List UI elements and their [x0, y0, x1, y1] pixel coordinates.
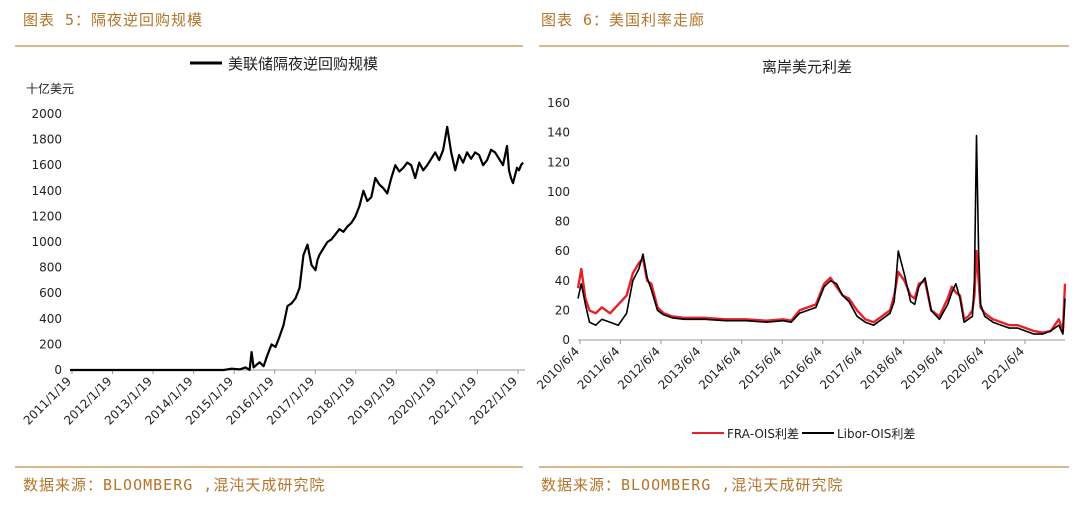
left-legend-label: 美联储隔夜逆回购规模 — [228, 55, 378, 73]
left-top-rule — [15, 45, 523, 47]
right-chart: 离岸美元利差 0 20 40 60 80 100 120 140 160 2010/6/42011… — [534, 58, 1067, 441]
right-xtick-label: 2015/6/4 — [736, 344, 784, 392]
right-ytick-label: 120 — [547, 155, 570, 169]
right-xtick-label: 2011/6/4 — [575, 344, 623, 392]
right-xtick-label: 2017/6/4 — [817, 344, 865, 392]
left-chart: 0200400600800100012001400160018002000201… — [21, 55, 525, 428]
right-ytick-label: 60 — [555, 244, 570, 258]
right-ytick-label: 140 — [547, 126, 570, 140]
left-ytick-label: 1200 — [31, 209, 62, 223]
left-ytick-label: 200 — [39, 337, 62, 351]
right-chart-title: 离岸美元利差 — [762, 58, 852, 76]
left-ytick-label: 1000 — [31, 235, 62, 249]
left-ytick-label: 400 — [39, 312, 62, 326]
right-xtick-label: 2014/6/4 — [696, 344, 744, 392]
right-ytick-label: 20 — [555, 303, 570, 317]
left-ytick-label: 1800 — [31, 133, 62, 147]
right-xtick-label: 2018/6/4 — [858, 344, 906, 392]
right-ytick-label: 100 — [547, 185, 570, 199]
legend-label-libor-ois: Libor-OIS利差 — [837, 427, 915, 441]
right-xtick-label: 2019/6/4 — [898, 344, 946, 392]
left-panel-title: 图表 5：隔夜逆回购规模 — [23, 11, 204, 29]
right-series-line-1 — [577, 134, 1066, 335]
right-axes: 0204060801001201401602010/6/42011/6/4201… — [534, 96, 1065, 392]
right-xtick-label: 2021/6/4 — [979, 344, 1027, 392]
left-legend: 美联储隔夜逆回购规模 — [190, 55, 378, 73]
right-ytick-label: 40 — [555, 274, 570, 288]
right-source: 数据来源：BLOOMBERG ,混沌天成研究院 — [541, 476, 844, 494]
left-series-line-0 — [70, 125, 524, 372]
left-bottom-rule — [15, 466, 523, 468]
right-ytick-label: 160 — [547, 96, 570, 110]
left-ytick-label: 1600 — [31, 158, 62, 172]
left-ylabel: 十亿美元 — [26, 81, 74, 96]
right-legend: FRA-OIS利差 Libor-OIS利差 — [692, 427, 915, 441]
left-ytick-label: 0 — [54, 363, 62, 377]
right-top-rule — [539, 45, 1069, 47]
left-axes: 0200400600800100012001400160018002000201… — [21, 107, 525, 428]
right-xtick-label: 2013/6/4 — [655, 344, 703, 392]
left-ytick-label: 2000 — [31, 107, 62, 121]
left-series — [70, 125, 524, 372]
left-ytick-label: 600 — [39, 286, 62, 300]
legend-label-fra-ois: FRA-OIS利差 — [727, 427, 799, 441]
right-xtick-label: 2020/6/4 — [939, 344, 987, 392]
left-ytick-label: 800 — [39, 261, 62, 275]
left-source: 数据来源：BLOOMBERG ,混沌天成研究院 — [23, 476, 326, 494]
right-xtick-label: 2010/6/4 — [534, 344, 582, 392]
right-series — [576, 134, 1067, 335]
right-bottom-rule — [539, 466, 1069, 468]
right-xtick-label: 2012/6/4 — [615, 344, 663, 392]
right-ytick-label: 0 — [562, 333, 570, 347]
right-xtick-label: 2016/6/4 — [777, 344, 825, 392]
left-ytick-label: 1400 — [31, 184, 62, 198]
right-ytick-label: 80 — [555, 215, 570, 229]
right-panel-title: 图表 6：美国利率走廊 — [541, 11, 706, 29]
